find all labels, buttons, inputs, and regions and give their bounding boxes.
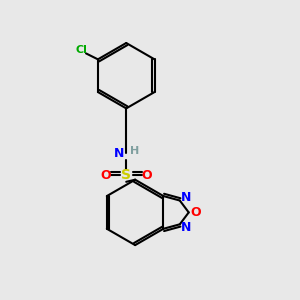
Text: Cl: Cl — [76, 45, 88, 56]
Text: H: H — [130, 146, 139, 156]
Text: N: N — [181, 221, 191, 234]
Text: O: O — [142, 169, 152, 182]
Text: O: O — [100, 169, 111, 182]
Text: N: N — [181, 191, 191, 204]
Text: O: O — [190, 206, 201, 219]
Text: N: N — [114, 147, 124, 160]
Text: S: S — [121, 168, 131, 182]
